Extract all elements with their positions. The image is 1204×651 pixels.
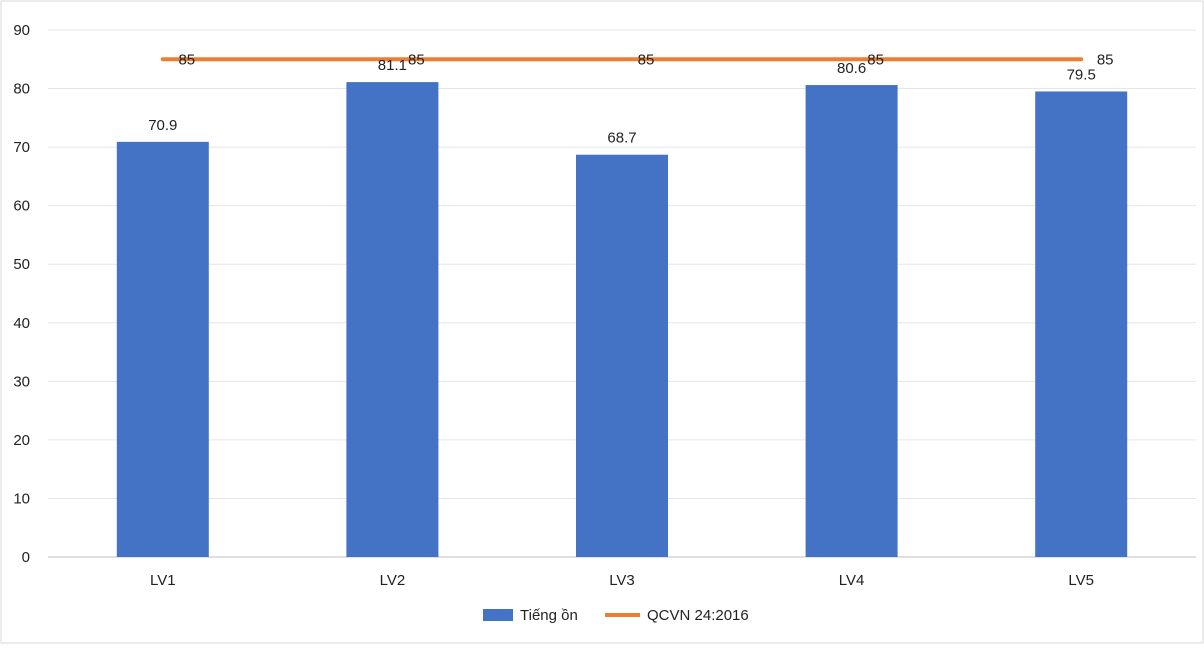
y-tick-label: 50 [13, 256, 30, 273]
y-tick-label: 90 [13, 22, 30, 39]
y-tick-label: 60 [13, 198, 30, 215]
bar-lv3 [576, 154, 668, 557]
y-tick-label: 70 [13, 139, 30, 156]
y-tick-label: 80 [13, 81, 30, 98]
limit-value-label: 85 [408, 51, 425, 68]
x-tick-label: LV1 [150, 572, 176, 589]
x-tick-label: LV2 [380, 572, 406, 589]
bar-value-label: 68.7 [607, 130, 636, 147]
limit-value-label: 85 [867, 51, 884, 68]
bar-lv4 [805, 85, 898, 557]
x-tick-label: LV4 [839, 572, 865, 589]
x-tick-label: LV3 [609, 572, 635, 589]
bar-lv5 [1035, 91, 1128, 557]
limit-value-label: 85 [1097, 51, 1114, 68]
y-tick-label: 40 [13, 315, 30, 332]
bar-lv2 [346, 82, 439, 557]
y-tick-label: 20 [13, 432, 30, 449]
bar-value-label: 79.5 [1067, 66, 1096, 83]
limit-value-label: 85 [638, 51, 655, 68]
legend-label-line: QCVN 24:2016 [647, 607, 749, 624]
x-tick-label: LV5 [1068, 572, 1094, 589]
y-tick-label: 0 [22, 549, 30, 566]
bar-lv1 [116, 141, 209, 557]
y-tick-label: 30 [13, 373, 30, 390]
gridlines [48, 29, 1196, 558]
bar-value-label: 81.1 [378, 57, 407, 74]
bar-value-label: 80.6 [837, 60, 866, 77]
data-labels: 70.981.168.780.6 79.585 85 85 85 85 [148, 51, 1113, 146]
legend-label-bar: Tiếng ồn [520, 607, 578, 624]
bar-value-label: 70.9 [148, 117, 177, 134]
x-axis-ticks: LV1 LV2 LV3 LV4 LV5 [150, 572, 1094, 589]
y-tick-label: 10 [13, 490, 30, 507]
y-axis-ticks: 0 10 20 30 40 50 60 70 80 90 [13, 22, 30, 566]
legend-swatch-bar [483, 609, 513, 621]
limit-value-label: 85 [178, 51, 195, 68]
bars [116, 82, 1128, 557]
legend: Tiếng ồn QCVN 24:2016 [483, 607, 749, 624]
